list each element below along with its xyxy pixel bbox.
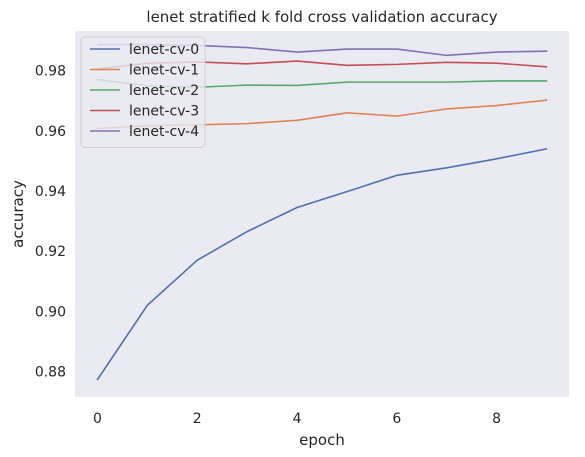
chart-title: lenet stratified k fold cross validation… xyxy=(146,8,497,26)
y-axis-label: accuracy xyxy=(9,180,27,248)
legend-label: lenet-cv-0 xyxy=(129,42,199,58)
legend: lenet-cv-0 lenet-cv-1 lenet-cv-2 lenet-cv-3… xyxy=(80,36,206,148)
x-tick-label: 6 xyxy=(392,411,401,427)
x-axis-label: epoch xyxy=(299,431,345,449)
legend-label: lenet-cv-4 xyxy=(129,124,199,140)
x-tick-label: 4 xyxy=(293,411,302,427)
y-tick-label: 0.98 xyxy=(35,64,66,80)
y-tick-label: 0.88 xyxy=(35,364,66,380)
x-tick-label: 8 xyxy=(492,411,501,427)
x-tick-label: 0 xyxy=(93,411,102,427)
y-tick-label: 0.96 xyxy=(35,124,66,140)
y-tick-label: 0.94 xyxy=(35,184,66,200)
x-tick-label: 2 xyxy=(193,411,202,427)
legend-label: lenet-cv-1 xyxy=(129,63,199,79)
legend-label: lenet-cv-2 xyxy=(129,83,199,99)
x-axis-ticks: 0 2 4 6 8 xyxy=(93,411,501,427)
series-line-lenet-cv-0 xyxy=(96,148,548,381)
y-tick-label: 0.92 xyxy=(35,244,66,260)
legend-label: lenet-cv-3 xyxy=(129,104,199,120)
y-axis-ticks: 0.88 0.90 0.92 0.94 0.96 0.98 xyxy=(35,64,66,381)
legend-box xyxy=(80,36,206,148)
y-tick-label: 0.90 xyxy=(35,304,66,320)
